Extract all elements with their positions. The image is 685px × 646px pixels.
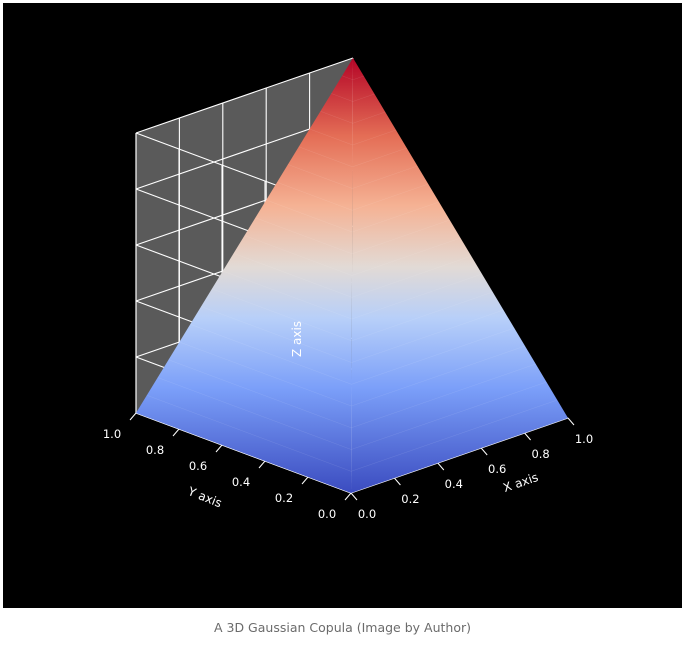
- surface-mesh-line: [201, 306, 352, 363]
- surface-mesh-line: [351, 363, 536, 428]
- x-tick-label: 0.2: [401, 492, 419, 506]
- surface-mesh-line: [342, 75, 353, 80]
- surface-mesh-line: [298, 146, 353, 167]
- surface-mesh-line: [352, 111, 386, 124]
- surface-mesh-line: [309, 128, 353, 146]
- surface-mesh-line: [351, 291, 493, 341]
- surface-mesh-line: [352, 75, 364, 80]
- y-tick-label: 0.6: [189, 459, 207, 473]
- surface-mesh-line: [351, 273, 483, 320]
- surface-mesh-line: [351, 381, 547, 450]
- surface-mesh-line: [351, 399, 558, 472]
- surface-mesh-line: [255, 217, 353, 254]
- surface-mesh-line: [222, 270, 352, 320]
- x-tick-label: 0.0: [358, 507, 376, 521]
- surface-mesh-line: [352, 147, 407, 167]
- z-axis-label: Z axis: [290, 321, 304, 357]
- grid-line-right-pane-z: [135, 57, 354, 134]
- y-tick-label: 0.4: [232, 475, 250, 489]
- surface-face-y-side: [136, 58, 353, 493]
- copula-3d-plot: 0.00.20.40.60.81.00.00.20.40.60.81.00.20…: [103, 57, 593, 521]
- surface-mesh-line: [277, 182, 353, 211]
- x-tick-label: 1.0: [575, 432, 593, 446]
- y-tick-mark: [301, 476, 309, 485]
- surface-mesh-line: [352, 201, 440, 233]
- chart-figure: 0.00.20.40.60.81.00.00.20.40.60.81.00.20…: [3, 3, 682, 608]
- surface-mesh-line: [352, 165, 418, 189]
- x-tick-mark: [480, 447, 488, 456]
- surface-mesh-line: [211, 288, 352, 341]
- surface-mesh-line: [351, 255, 472, 298]
- surface-mesh-line: [266, 199, 353, 233]
- y-tick-mark: [129, 412, 137, 421]
- y-tick-label: 0.8: [146, 443, 164, 457]
- x-tick-label: 0.8: [531, 447, 549, 461]
- y-tick-mark: [258, 460, 266, 469]
- surface-mesh-line: [352, 219, 450, 254]
- y-tick-label: 1.0: [103, 427, 121, 441]
- y-tick-mark: [215, 444, 223, 453]
- y-axis-label: Y axis: [185, 484, 224, 511]
- surface-mesh-line: [320, 111, 353, 124]
- surface-mesh-line: [352, 129, 397, 146]
- surface-face-x-side: [351, 58, 568, 493]
- surface-mesh-line: [351, 327, 515, 385]
- y-tick-mark: [344, 492, 352, 501]
- y-tick-mark: [172, 428, 180, 437]
- surface-mesh-line: [244, 235, 353, 276]
- x-tick-label: 0.6: [488, 462, 506, 476]
- x-axis-label: X axis: [501, 470, 540, 495]
- x-tick-mark: [350, 492, 358, 501]
- x-tick-mark: [567, 417, 575, 426]
- surface-mesh-line: [233, 253, 352, 298]
- x-tick-mark: [524, 432, 531, 441]
- surface-mesh-line: [351, 237, 461, 276]
- x-tick-mark: [394, 477, 401, 486]
- surface-mesh-line: [351, 345, 526, 407]
- surface-mesh-line: [168, 359, 352, 428]
- x-tick-label: 0.4: [445, 477, 463, 491]
- surface-mesh-line: [352, 93, 375, 102]
- surface-mesh-line: [331, 93, 353, 102]
- y-tick-label: 0.0: [318, 507, 336, 521]
- figure-caption: A 3D Gaussian Copula (Image by Author): [213, 620, 471, 635]
- surface-mesh-line: [351, 309, 504, 363]
- y-tick-label: 0.2: [275, 491, 293, 505]
- surface-mesh-line: [190, 324, 352, 385]
- surface-mesh-line: [146, 395, 352, 472]
- surface-mesh-line: [352, 183, 429, 211]
- surface-mesh-line: [157, 377, 352, 450]
- surface-mesh-line: [179, 341, 352, 407]
- surface-mesh-line: [287, 164, 353, 189]
- x-tick-mark: [437, 462, 445, 471]
